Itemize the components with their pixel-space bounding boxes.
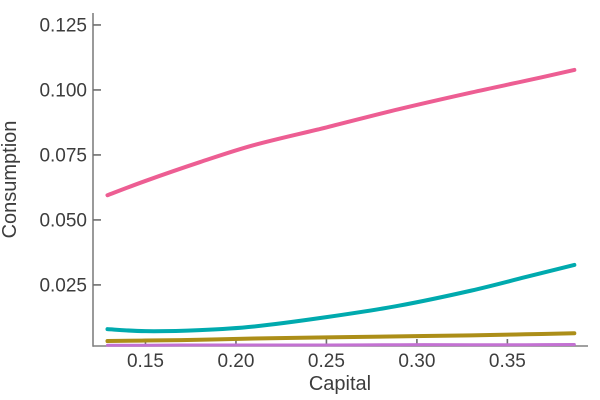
x-tick-label: 0.25 — [308, 351, 345, 372]
y-tick-label: 0.025 — [39, 275, 87, 296]
y-tick-label: 0.100 — [39, 80, 87, 101]
x-tick-label: 0.15 — [127, 351, 164, 372]
x-axis-title: Capital — [309, 373, 371, 395]
x-tick-label: 0.30 — [398, 351, 435, 372]
plot-area: 0.025 0.050 0.075 0.100 0.125 0.15 0.20 0.25 0.3… — [39, 13, 588, 372]
y-tick-label: 0.050 — [39, 210, 87, 231]
y-axis-title: Consumption — [0, 121, 21, 239]
series-line-purple — [105, 342, 576, 347]
y-tick-label: 0.125 — [39, 15, 87, 36]
series-line-teal — [105, 262, 577, 334]
x-tick-label: 0.20 — [217, 351, 254, 372]
series-line-pink — [105, 67, 577, 198]
series-line-olive — [105, 331, 577, 344]
y-tick-label: 0.075 — [39, 145, 87, 166]
x-tick-label: 0.35 — [489, 351, 526, 372]
